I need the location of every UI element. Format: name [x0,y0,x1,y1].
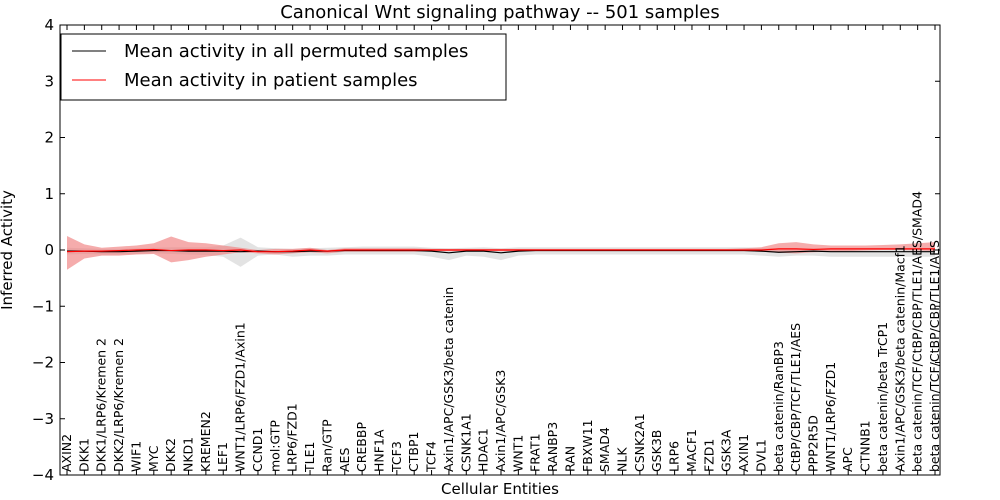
x-tick-label: GSK3B [649,430,664,472]
x-tick-label: FZD1 [701,439,716,472]
x-tick-label: MACF1 [684,429,699,472]
y-tick-label: 0 [44,241,54,259]
y-tick-label: −1 [32,297,54,315]
x-tick-label: TCF4 [424,441,439,473]
x-tick-label: WNT1/LRP6/FZD1/Axin1 [233,322,248,472]
y-axis-label: Inferred Activity [0,190,16,310]
x-tick-label: AXIN2 [59,434,74,472]
x-tick-label: WIF1 [128,441,143,472]
y-tick-label: 3 [44,72,54,90]
x-tick-label: DKK1/LRP6/Kremen 2 [94,338,109,472]
x-tick-label: AXIN1 [736,434,751,472]
chart-title: Canonical Wnt signaling pathway -- 501 s… [280,2,720,23]
x-tick-label: KREMEN2 [198,411,213,472]
y-tick-label: −3 [32,410,54,428]
legend-label-permuted: Mean activity in all permuted samples [124,41,468,62]
x-tick-label: beta catenin/beta TrCP1 [875,322,890,472]
x-tick-label: FBXW11 [580,419,595,472]
x-tick-label: SMAD4 [597,427,612,472]
x-tick-label: CTNNB1 [858,420,873,472]
x-tick-label: FRAT1 [528,433,543,472]
x-tick-label: DVL1 [753,439,768,472]
x-tick-label: NLK [615,447,630,472]
x-tick-label: CtBP/CBP/TCF/TLE1/AES [788,323,803,472]
x-tick-label: CCND1 [250,428,265,472]
x-tick-label: beta catenin/RanBP3 [771,341,786,472]
x-tick-label: RANBP3 [545,422,560,472]
y-tick-label: −4 [32,466,54,484]
legend: Mean activity in all permuted samples Me… [60,33,507,101]
x-tick-label: CREBBP [354,422,369,472]
y-tick-label: −2 [32,354,54,372]
x-tick-label: TCF3 [389,441,404,473]
x-tick-label: HNF1A [371,429,386,472]
legend-label-patient: Mean activity in patient samples [124,70,418,91]
x-tick-label: GSK3A [719,429,734,472]
x-tick-label: Axin1/APC/GSK3/beta catenin [441,287,456,472]
x-tick-label: Ran/GTP [319,419,334,472]
x-tick-label: CSNK1A1 [458,413,473,472]
axis-ticks [60,24,940,476]
x-tick-label: CTBP1 [406,432,421,472]
x-tick-label: LRP6/FZD1 [285,403,300,472]
x-tick-label: DKK2 [163,438,178,472]
x-tick-label: beta catenin/TCF/CtBP/CBP/TLE1/AES [927,240,942,472]
x-tick-label: DKK1 [76,438,91,472]
y-tick-labels: 4 3 2 1 0 −1 −2 −3 −4 [32,16,54,484]
x-tick-label: MYC [146,445,161,472]
legend-box [60,33,507,101]
x-tick-label: APC [840,447,855,472]
series-lines [66,248,935,254]
x-tick-label: Axin1/APC/GSK3 [493,370,508,472]
x-tick-label: TLE1 [302,442,317,473]
y-tick-label: 2 [44,129,54,147]
y-tick-label: 1 [44,185,54,203]
x-tick-label: WNT1/LRP6/FZD1 [823,362,838,472]
x-tick-label: beta catenin/TCF/CtBP/CBP/TLE1/AES/SMAD4 [910,191,925,472]
x-tick-label: CSNK2A1 [632,413,647,472]
x-tick-labels: AXIN2 DKK1 DKK1/LRP6/Kremen 2 DKK2/LRP6/Kre… [59,191,942,473]
y-tick-label: 4 [44,16,54,34]
plot-frame [59,24,941,476]
patient-mean-line [66,248,935,253]
x-tick-label: Axin1/APC/GSK3/beta catenin/Macf1 [892,245,907,472]
x-tick-label: PPP2R5D [805,415,820,472]
x-tick-label: LRP6 [667,441,682,472]
x-tick-label: DKK2/LRP6/Kremen 2 [111,338,126,472]
x-axis-label: Cellular Entities [441,480,559,498]
x-tick-label: WNT1 [510,435,525,472]
permuted-mean-line [67,249,935,254]
x-tick-label: HDAC1 [476,428,491,472]
x-tick-label: RAN [562,446,577,472]
x-tick-label: mol:GTP [267,420,282,472]
x-tick-label: NKD1 [181,437,196,472]
x-tick-label: LEF1 [215,442,230,472]
x-tick-label: AES [337,448,352,472]
